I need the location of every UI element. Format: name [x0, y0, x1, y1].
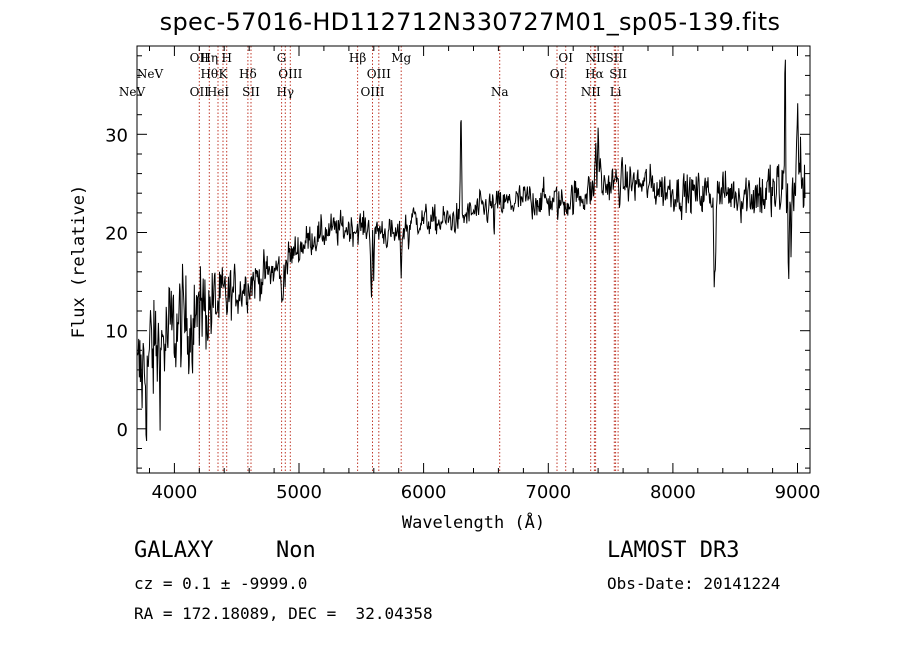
x-tick-label: 4000 — [151, 482, 197, 503]
line-label: OIII — [367, 67, 391, 81]
y-tick-label: 10 — [105, 322, 128, 343]
x-axis-title: Wavelength (Å) — [402, 511, 545, 533]
axis-tick-labels-group: 4000 5000 6000 7000 8000 9000 0 10 20 30 — [105, 125, 820, 503]
object-subclass-label: Non — [276, 538, 316, 563]
line-label: H — [221, 51, 231, 65]
x-tick-label: 6000 — [401, 482, 447, 503]
line-label: NII — [586, 51, 606, 65]
x-tick-label: 8000 — [650, 482, 696, 503]
line-label: NeV — [137, 67, 164, 81]
line-label: OII — [190, 51, 210, 65]
line-markers-group — [198, 46, 619, 473]
plot-frame — [136, 45, 811, 474]
y-tick-label: 20 — [105, 224, 128, 245]
spectrum-series-line — [137, 59, 806, 442]
line-label: SII — [609, 67, 627, 81]
y-axis-title: Flux (relative) — [69, 185, 89, 339]
line-label: Hα — [585, 67, 604, 81]
line-label: Hβ — [349, 51, 366, 65]
line-label: G — [277, 51, 287, 65]
redshift-label: cz = 0.1 ± -9999.0 — [134, 574, 308, 593]
line-label: OIII — [278, 67, 302, 81]
line-label: OI — [558, 51, 573, 65]
y-tick-label: 0 — [117, 420, 128, 441]
line-label: SII — [605, 51, 623, 65]
coordinates-label: RA = 172.18089, DEC = 32.04358 — [134, 604, 433, 623]
line-label: HeI — [207, 85, 230, 99]
x-tick-label: 7000 — [525, 482, 571, 503]
line-label: NeV — [119, 85, 146, 99]
line-label: SII — [242, 85, 260, 99]
line-label: NII — [581, 85, 601, 99]
line-label: Na — [491, 85, 509, 99]
x-tick-label: 5000 — [276, 482, 322, 503]
y-tick-label: 30 — [105, 125, 128, 146]
line-label: Mg — [391, 51, 411, 65]
survey-release-label: LAMOST DR3 — [607, 538, 740, 563]
line-label: Hδ — [239, 67, 257, 81]
line-label: Hη — [200, 51, 218, 65]
line-label: Hθ — [200, 67, 218, 81]
plot-title: spec-57016-HD112712N330727M01_sp05-139.f… — [159, 8, 781, 36]
line-label: Li — [610, 85, 622, 99]
line-label: Hγ — [276, 85, 294, 99]
line-label: OII — [190, 85, 210, 99]
x-tick-label: 9000 — [775, 482, 821, 503]
line-label: K — [219, 67, 229, 81]
line-label: OIII — [360, 85, 384, 99]
axis-ticks-group — [137, 46, 810, 473]
observation-date-label: Obs-Date: 20141224 — [607, 574, 781, 593]
line-label: OI — [550, 67, 565, 81]
object-class-label: GALAXY — [134, 538, 214, 563]
